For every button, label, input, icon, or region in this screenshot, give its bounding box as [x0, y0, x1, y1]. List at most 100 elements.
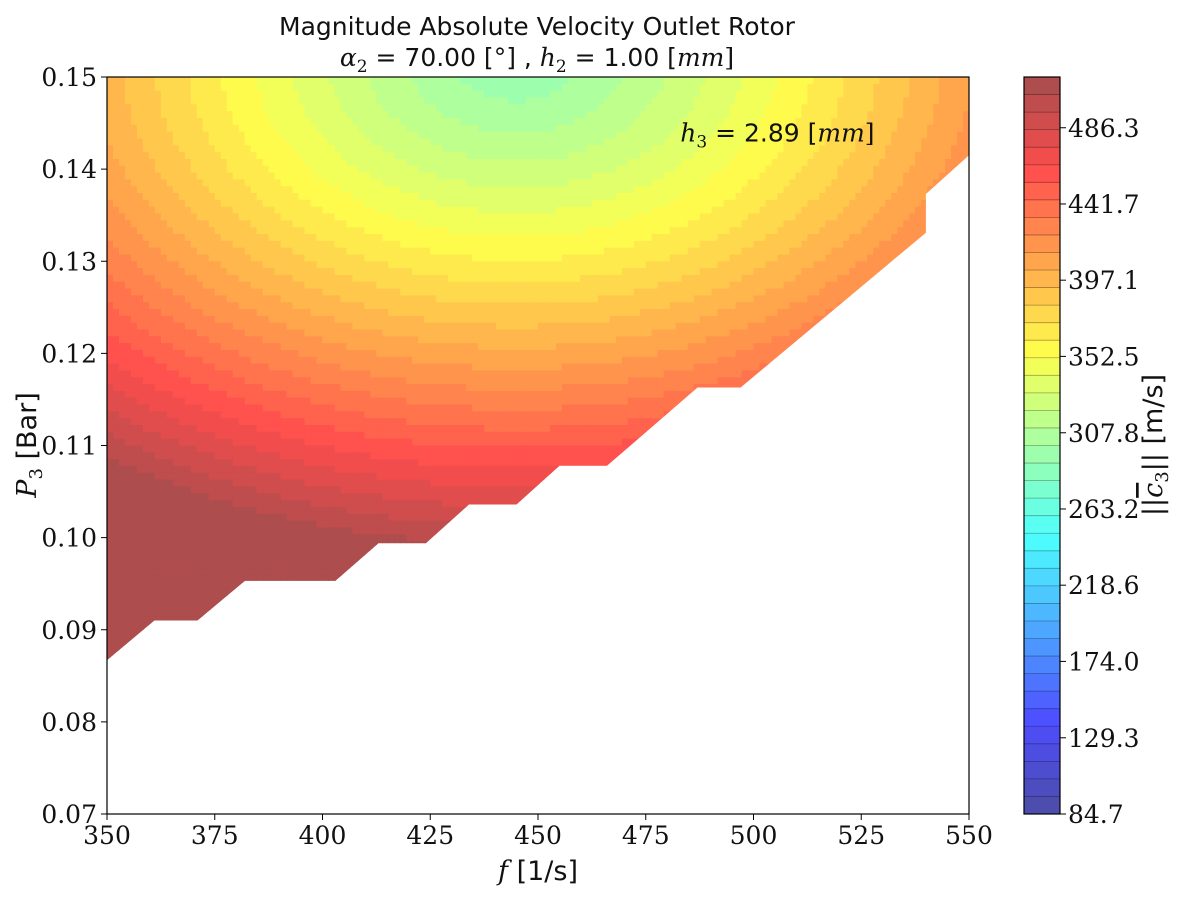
contour-cell [376, 479, 383, 488]
contour-cell [298, 425, 306, 433]
contour-cell [322, 104, 330, 112]
contour-cell [208, 158, 216, 167]
contour-cell [274, 418, 282, 426]
contour-cell [250, 90, 258, 99]
contour-cell [184, 104, 192, 112]
contour-cell [268, 199, 276, 208]
contour-cell [292, 506, 300, 515]
contour-cell [274, 309, 282, 317]
contour-cell [226, 397, 234, 406]
contour-cell [220, 472, 228, 481]
contour-cell [160, 97, 168, 105]
contour-cell [220, 309, 228, 317]
contour-cell [130, 616, 138, 624]
contour-cell [184, 356, 192, 365]
contour-cell [334, 104, 342, 112]
contour-cell [280, 486, 288, 494]
contour-cell [160, 527, 168, 535]
contour-cell [376, 315, 383, 324]
contour-cell [286, 138, 294, 146]
contour-cell [280, 438, 288, 447]
contour-cell [142, 315, 150, 324]
contour-cell [238, 77, 246, 85]
contour-cell [250, 193, 258, 201]
contour-cell [214, 77, 222, 85]
contour-cell [370, 138, 377, 146]
contour-cell [196, 165, 204, 174]
contour-cell [214, 131, 222, 140]
contour-cell [334, 568, 342, 576]
contour-cell [262, 438, 270, 447]
contour-cell [292, 233, 300, 242]
contour-cell [214, 541, 222, 549]
contour-cell [352, 213, 360, 221]
contour-cell [238, 227, 246, 235]
contour-cell [346, 547, 354, 556]
contour-cell [346, 274, 354, 283]
contour-cell [316, 193, 324, 201]
contour-cell [256, 240, 264, 249]
contour-cell [178, 206, 186, 215]
contour-cell [142, 158, 150, 167]
contour-cell [280, 309, 288, 317]
contour-cell [214, 254, 222, 262]
contour-cell [184, 309, 192, 317]
contour-cell [136, 90, 144, 99]
contour-cell [148, 493, 156, 501]
contour-cell [142, 322, 150, 331]
contour-cell [172, 117, 180, 126]
contour-cell [107, 493, 114, 501]
contour-cell [292, 575, 300, 583]
contour-cell [370, 527, 377, 535]
contour-cell [346, 459, 354, 467]
contour-cell [124, 438, 132, 447]
contour-cell [214, 343, 222, 351]
contour-cell [202, 90, 210, 99]
contour-cell [220, 213, 228, 221]
contour-cell [112, 227, 120, 235]
contour-cell [286, 131, 294, 140]
contour-cell [304, 377, 312, 385]
contour-cell [142, 329, 150, 337]
contour-cell [166, 384, 174, 392]
contour-cell [346, 165, 354, 174]
contour-cell [214, 322, 222, 331]
contour-cell [196, 281, 204, 290]
contour-cell [256, 370, 264, 378]
contour-cell [322, 336, 330, 344]
contour-cell [220, 370, 228, 378]
contour-cell [292, 227, 300, 235]
contour-cell [352, 288, 360, 296]
contour-cell [202, 309, 210, 317]
contour-cell [160, 356, 168, 365]
contour-cell [364, 227, 371, 235]
contour-cell [112, 493, 120, 501]
contour-cell [232, 438, 240, 447]
contour-cell [202, 336, 210, 344]
contour-cell [346, 220, 354, 228]
contour-cell [334, 561, 342, 569]
contour-cell [208, 295, 216, 303]
contour-cell [184, 90, 192, 99]
contour-cell [370, 411, 377, 419]
contour-cell [208, 493, 216, 501]
contour-cell [346, 152, 354, 160]
contour-cell [262, 247, 270, 256]
contour-cell [118, 431, 126, 440]
contour-cell [280, 336, 288, 344]
contour-cell [202, 213, 210, 221]
contour-cell [118, 145, 126, 153]
contour-cell [322, 131, 330, 140]
contour-cell [358, 104, 366, 112]
contour-cell [310, 370, 318, 378]
contour-cell [136, 336, 144, 344]
contour-cell [364, 315, 371, 324]
contour-cell [250, 302, 258, 310]
contour-cell [274, 445, 282, 453]
contour-cell [292, 268, 300, 276]
contour-cell [166, 541, 174, 549]
contour-cell [172, 295, 180, 303]
contour-cell [370, 493, 377, 501]
contour-cell [244, 554, 252, 563]
contour-cell [136, 206, 144, 215]
